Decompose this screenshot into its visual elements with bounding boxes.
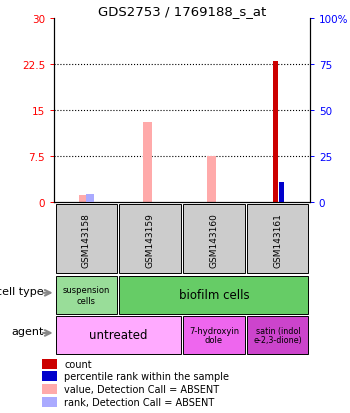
Text: value, Detection Call = ABSENT: value, Detection Call = ABSENT (64, 384, 219, 394)
Bar (42, 359, 57, 369)
Bar (42, 384, 57, 394)
Bar (279, 183, 284, 203)
Text: cell type: cell type (0, 286, 44, 296)
Bar (247, 204, 308, 273)
Bar (42, 371, 57, 381)
Bar (56, 316, 181, 354)
Bar (207, 157, 216, 203)
Text: 7-hydroxyin
dole: 7-hydroxyin dole (189, 326, 239, 344)
Text: satin (indol
e-2,3-dione): satin (indol e-2,3-dione) (253, 326, 302, 344)
Title: GDS2753 / 1769188_s_at: GDS2753 / 1769188_s_at (98, 5, 266, 18)
Text: percentile rank within the sample: percentile rank within the sample (64, 371, 229, 381)
Bar (86, 195, 94, 203)
Text: GSM143158: GSM143158 (82, 213, 91, 268)
Bar (119, 276, 308, 314)
Text: suspension
cells: suspension cells (63, 285, 110, 305)
Bar (56, 204, 117, 273)
Text: untreated: untreated (89, 329, 147, 342)
Text: GSM143160: GSM143160 (209, 213, 218, 268)
Bar (183, 204, 245, 273)
Bar (56, 276, 117, 314)
Bar (183, 316, 245, 354)
Bar (119, 204, 181, 273)
Bar (247, 316, 308, 354)
Text: biofilm cells: biofilm cells (178, 289, 249, 301)
Bar (143, 123, 152, 203)
Bar (42, 397, 57, 407)
Text: GSM143159: GSM143159 (146, 213, 155, 268)
Text: agent: agent (11, 326, 44, 336)
Bar (273, 62, 278, 203)
Text: rank, Detection Call = ABSENT: rank, Detection Call = ABSENT (64, 397, 214, 407)
Text: count: count (64, 359, 92, 369)
Text: GSM143161: GSM143161 (273, 213, 282, 268)
Bar (79, 195, 88, 203)
